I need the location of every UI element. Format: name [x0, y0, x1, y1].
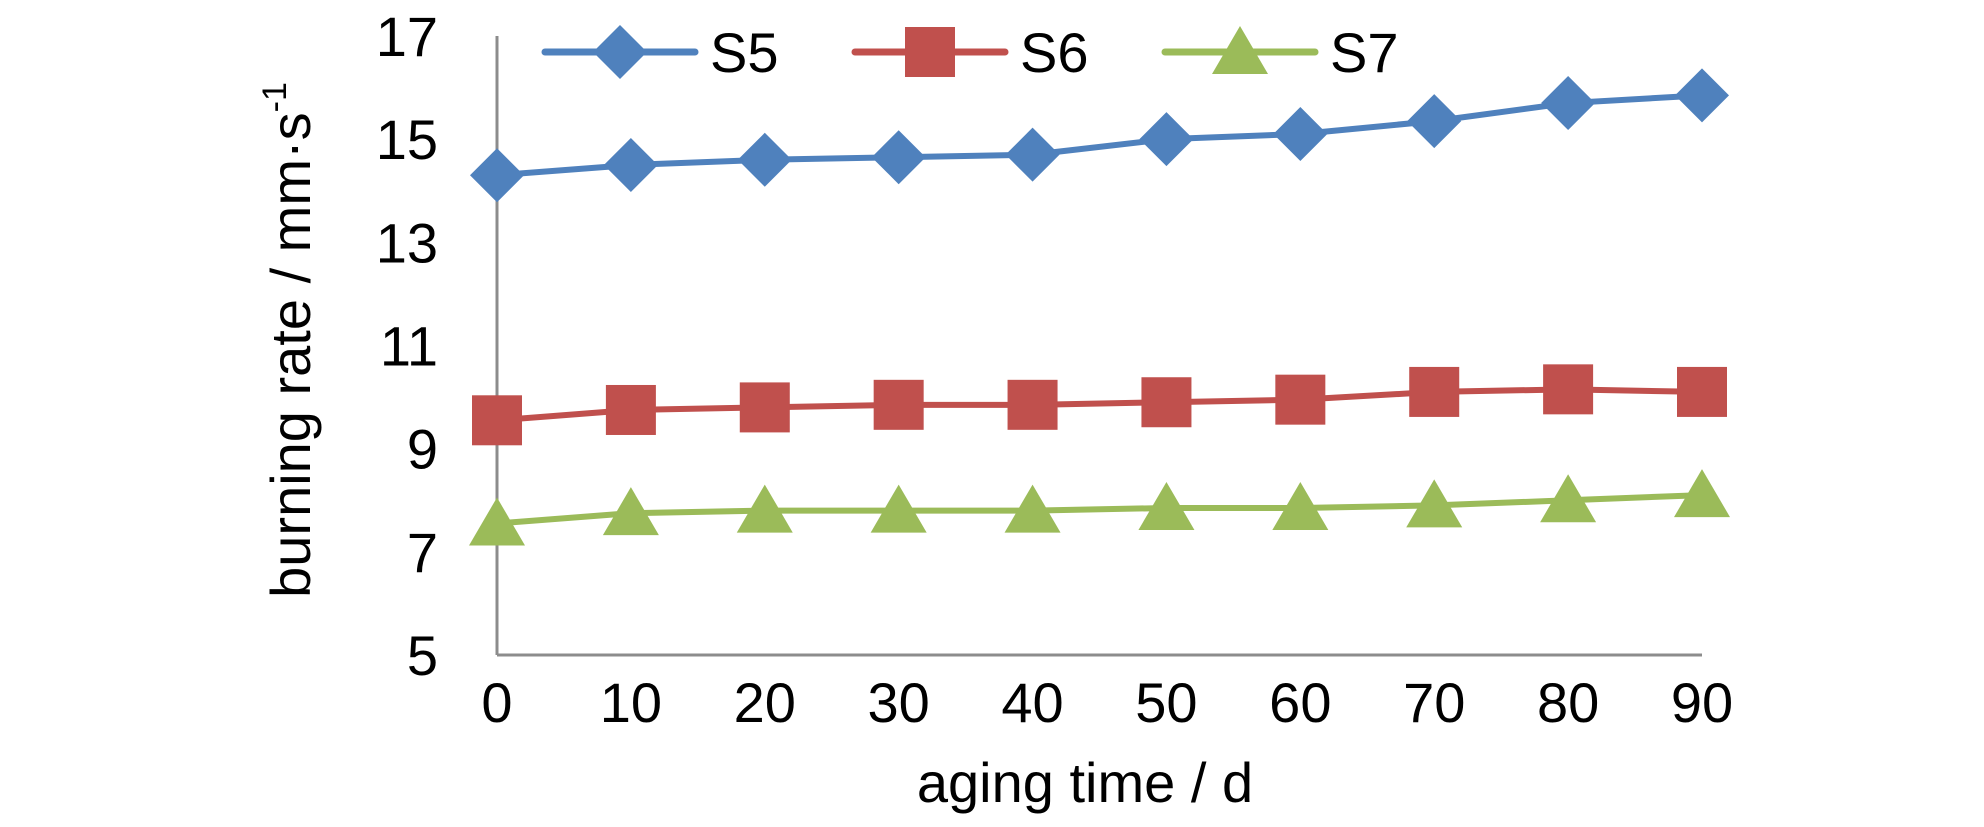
legend: S5 S6 S7 [541, 21, 1399, 84]
data-point-s7 [1406, 479, 1463, 528]
y-tick-label: 13 [376, 211, 438, 274]
data-point-s6 [605, 384, 656, 435]
y-axis-title-main: burning rate / mm·s [259, 112, 322, 598]
series-group [469, 68, 1730, 546]
data-point-s7 [1674, 469, 1730, 518]
x-tick-label: 60 [1269, 671, 1331, 734]
legend-marker-s6 [905, 27, 955, 77]
y-axis-title: burning rate / mm·s-1 [256, 82, 322, 598]
x-tick-label: 10 [600, 671, 662, 734]
y-tick-label: 17 [376, 5, 438, 68]
legend-marker-s7 [1212, 26, 1268, 74]
data-point-s6 [1543, 364, 1594, 415]
data-point-s6 [1677, 366, 1727, 417]
data-point-s5 [1139, 112, 1194, 167]
data-point-s7 [736, 484, 793, 533]
series-line-s7 [496, 492, 1703, 527]
x-tick-label: 0 [481, 671, 512, 734]
series-s7 [469, 469, 1730, 546]
data-point-s5 [470, 148, 524, 203]
data-point-s5 [1407, 94, 1462, 149]
legend-item-s6: S6 [851, 21, 1089, 84]
data-point-s7 [1138, 481, 1195, 530]
legend-label-s7: S7 [1330, 21, 1399, 84]
legend-item-s5: S5 [541, 21, 779, 84]
y-tick-label: 11 [380, 315, 438, 378]
x-tick-label: 20 [734, 671, 796, 734]
series-line-s6 [496, 386, 1703, 424]
data-point-s7 [870, 484, 927, 533]
x-tick-label: 80 [1537, 671, 1599, 734]
x-tick-label: 50 [1135, 671, 1197, 734]
data-point-s5 [1541, 76, 1596, 131]
data-point-s5 [603, 137, 658, 192]
data-point-s5 [871, 130, 926, 185]
x-tick-labels: 0 10 20 30 40 50 60 70 80 90 [481, 671, 1733, 734]
y-tick-labels: 5 7 9 11 13 15 17 [376, 5, 438, 687]
y-axis-title-superscript: -1 [256, 82, 294, 112]
legend-label-s6: S6 [1020, 21, 1089, 84]
data-point-s7 [602, 487, 659, 536]
data-point-s6 [1007, 379, 1058, 430]
data-point-s5 [737, 132, 792, 187]
series-s5 [470, 68, 1729, 203]
data-point-s7 [1272, 481, 1329, 530]
data-point-s7 [1004, 484, 1061, 533]
x-axis-title: aging time / d [917, 751, 1253, 814]
data-point-s6 [873, 379, 924, 430]
data-point-s7 [1540, 474, 1597, 523]
data-point-s5 [1005, 127, 1060, 182]
data-point-s6 [739, 382, 790, 433]
data-point-s6 [1275, 374, 1326, 425]
y-tick-label: 15 [376, 108, 438, 171]
data-point-s6 [472, 395, 522, 446]
legend-item-s7: S7 [1161, 21, 1399, 84]
x-tick-label: 30 [868, 671, 930, 734]
legend-label-s5: S5 [710, 21, 779, 84]
y-tick-label: 9 [407, 418, 438, 481]
y-tick-label: 7 [407, 521, 438, 584]
data-point-s7 [469, 497, 525, 546]
x-tick-label: 90 [1671, 671, 1733, 734]
data-point-s5 [1675, 68, 1729, 123]
series-s6 [472, 364, 1727, 446]
x-tick-label: 40 [1001, 671, 1063, 734]
data-point-s6 [1409, 366, 1460, 417]
data-point-s5 [1273, 107, 1328, 162]
axes [495, 36, 1702, 657]
data-point-s6 [1141, 377, 1192, 428]
x-tick-label: 70 [1403, 671, 1465, 734]
y-tick-label: 5 [407, 624, 438, 687]
legend-marker-s5 [593, 25, 647, 79]
series-line-s5 [496, 92, 1703, 179]
